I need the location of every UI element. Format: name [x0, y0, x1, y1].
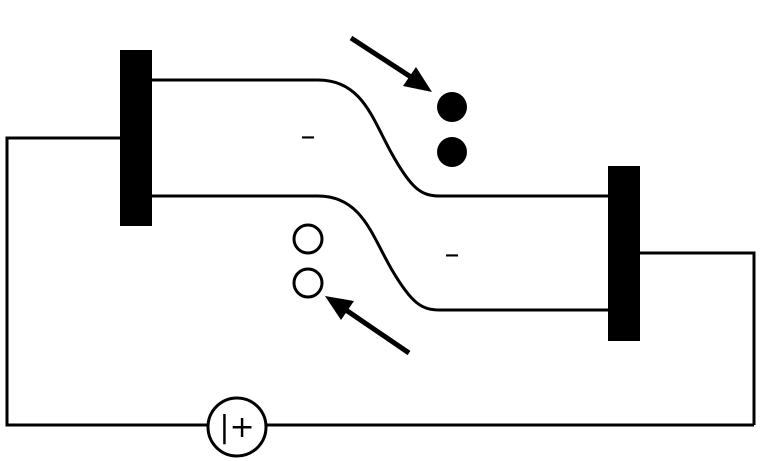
circuit-wire — [5, 136, 208, 427]
source-label: |+ — [219, 410, 254, 445]
filled-dot-icon — [437, 92, 467, 122]
hollow-dot-icon — [292, 223, 324, 255]
lower-band-edge — [152, 194, 608, 312]
left-electrode — [120, 50, 152, 226]
circuit-wire-right — [640, 251, 756, 425]
filled-dot-icon — [437, 137, 467, 167]
voltage-source: |+ — [206, 396, 268, 458]
left-region-sign: – — [301, 119, 316, 154]
arrow-icon — [349, 35, 432, 92]
arrow-icon — [325, 296, 411, 356]
right-electrode — [608, 166, 640, 341]
hollow-dot-icon — [292, 267, 324, 299]
battery-source-icon — [206, 396, 268, 458]
upper-band-edge — [152, 78, 608, 198]
right-region-sign: – — [445, 237, 460, 272]
